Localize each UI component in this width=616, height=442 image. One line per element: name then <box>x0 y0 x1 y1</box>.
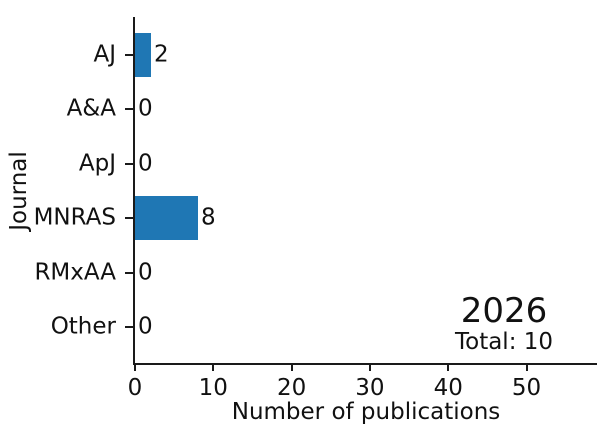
y-tick-mark <box>125 271 133 274</box>
y-tick-mark <box>125 162 133 165</box>
x-tick-mark <box>134 365 136 371</box>
x-tick-mark <box>447 365 450 371</box>
bar <box>135 196 198 240</box>
x-tick-label: 10 <box>198 375 228 401</box>
plot-area: 2026 Total: 10 Number of publications AJ… <box>34 17 597 425</box>
x-tick-mark <box>368 365 371 371</box>
y-tick-label: AJ <box>93 40 116 67</box>
x-axis-label: Number of publications <box>231 399 501 425</box>
y-tick-label: RMxAA <box>34 258 116 285</box>
y-axis-label: Journal <box>6 151 32 231</box>
year-annotation: 2026 <box>460 291 548 331</box>
x-tick-mark <box>525 365 528 371</box>
y-tick-label: ApJ <box>78 149 116 176</box>
bar-value-label: 0 <box>138 258 153 285</box>
y-tick-mark <box>125 217 133 219</box>
bar-value-label: 0 <box>138 313 153 340</box>
y-tick-label: MNRAS <box>33 204 116 231</box>
x-tick-label: 0 <box>127 375 143 401</box>
x-tick-mark <box>290 365 293 371</box>
bar-value-label: 0 <box>138 95 153 122</box>
y-tick-mark <box>125 108 133 110</box>
total-annotation: Total: 10 <box>454 329 554 355</box>
x-tick-label: 50 <box>511 375 542 401</box>
x-tick-label: 20 <box>276 375 307 401</box>
bar-value-label: 0 <box>138 149 153 176</box>
bar <box>135 32 151 77</box>
x-tick-label: 30 <box>355 375 385 401</box>
y-tick-label: Other <box>50 313 116 340</box>
bar-value-label: 8 <box>201 204 216 231</box>
y-tick-mark <box>125 326 133 328</box>
bar-value-label: 2 <box>154 40 169 67</box>
x-tick-mark <box>212 365 215 371</box>
y-tick-label: A&A <box>66 95 116 122</box>
x-tick-label: 40 <box>433 375 463 401</box>
y-tick-mark <box>125 53 133 56</box>
